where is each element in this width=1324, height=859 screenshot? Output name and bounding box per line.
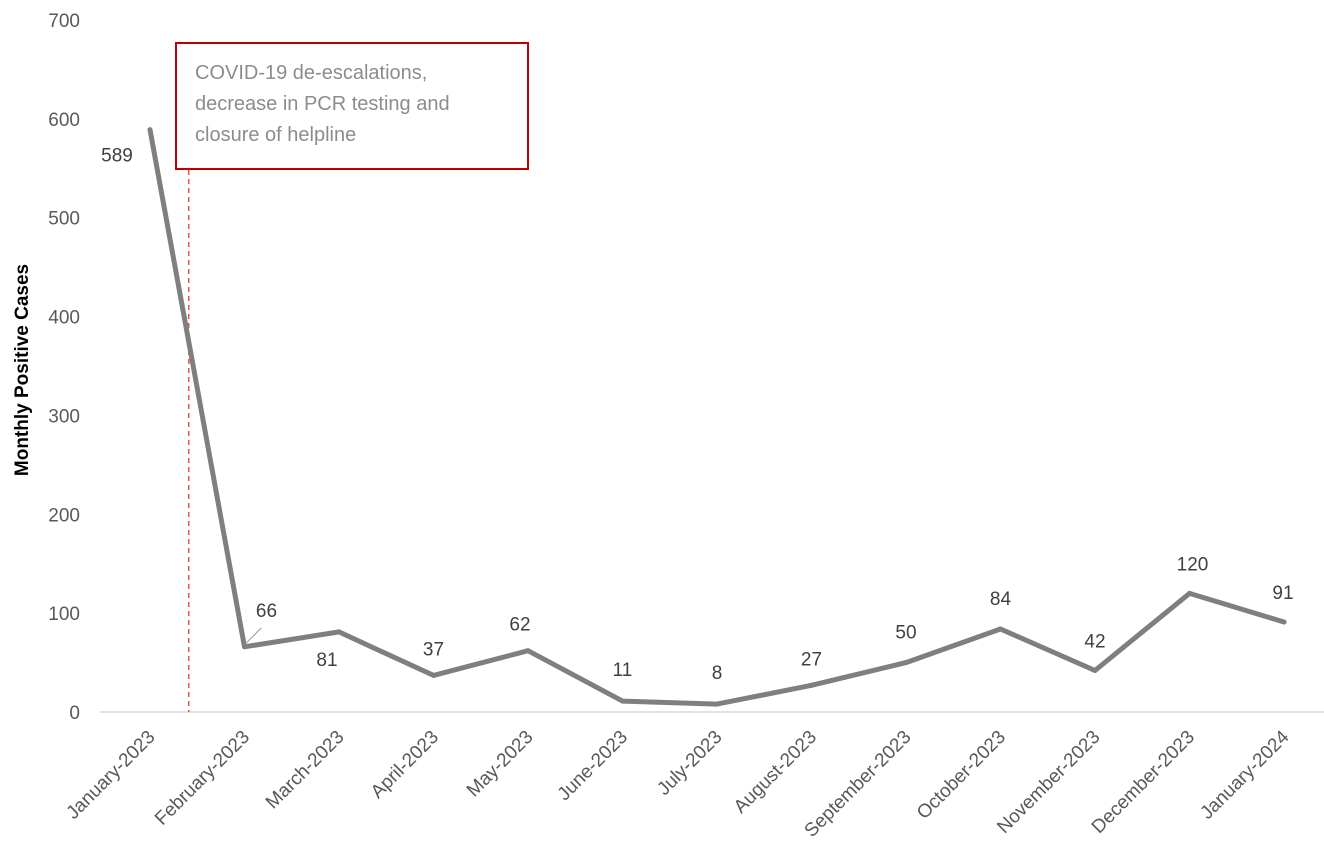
data-label: 84: [990, 589, 1012, 610]
data-label: 81: [316, 650, 337, 671]
x-tick-label: January-2024: [1197, 726, 1294, 823]
x-tick-label: January-2023: [63, 727, 160, 824]
y-tick-label: 100: [48, 604, 80, 625]
data-label: 66: [256, 601, 277, 622]
data-label: 27: [801, 649, 822, 670]
data-point: [1281, 619, 1287, 625]
data-label: 11: [613, 660, 633, 681]
annotation-box: COVID-19 de-escalations, decrease in PCR…: [175, 42, 529, 170]
data-label: 8: [712, 663, 723, 684]
y-tick-label: 600: [48, 110, 80, 131]
data-point: [242, 644, 247, 650]
data-label: 50: [895, 623, 916, 644]
data-label: 120: [1177, 554, 1209, 575]
annotation-line-1: COVID-19 de-escalations,: [195, 62, 428, 84]
x-tick-label: April-2023: [367, 727, 443, 803]
x-tick-label: June-2023: [554, 727, 632, 805]
y-axis-ticks: 0 100 200 300 400 500 600 700: [48, 11, 80, 724]
data-point: [714, 701, 720, 707]
y-tick-label: 300: [48, 406, 80, 427]
y-tick-label: 700: [48, 11, 80, 32]
data-point: [336, 629, 342, 635]
data-point: [147, 127, 153, 133]
data-point: [809, 682, 814, 688]
series-line: [147, 127, 1287, 707]
annotation-line-3: closure of helpline: [195, 124, 357, 146]
y-tick-label: 0: [69, 703, 80, 724]
x-tick-label: March-2023: [262, 727, 349, 814]
data-point: [525, 648, 531, 654]
data-label: 37: [423, 639, 444, 660]
data-label-leader-line: [246, 627, 262, 644]
data-point: [1092, 667, 1098, 673]
data-point: [431, 672, 436, 678]
y-axis-title: Monthly Positive Cases: [12, 264, 33, 476]
y-tick-label: 400: [48, 308, 80, 329]
x-tick-label: February-2023: [151, 727, 254, 830]
data-point: [903, 660, 909, 666]
data-label: 62: [509, 615, 530, 636]
data-labels: 589 66 81 37 62 11 8 27 50 84 42 120 91: [101, 146, 1293, 684]
y-tick-label: 200: [48, 505, 80, 526]
x-tick-label: October-2023: [913, 727, 1010, 824]
data-label: 91: [1272, 583, 1293, 604]
x-tick-label: November-2023: [993, 727, 1104, 838]
x-tick-label: August-2023: [730, 727, 821, 818]
data-label: 589: [101, 146, 133, 167]
x-tick-label: May-2023: [463, 727, 538, 802]
data-point: [998, 626, 1003, 632]
y-tick-label: 500: [48, 209, 80, 230]
x-tick-label: December-2023: [1088, 727, 1199, 838]
data-point: [620, 698, 625, 704]
data-point: [1187, 590, 1192, 596]
data-points: [147, 127, 1287, 707]
x-tick-label: July-2023: [653, 727, 726, 800]
data-label: 42: [1084, 631, 1105, 652]
annotation-line-2: decrease in PCR testing and: [195, 93, 450, 115]
